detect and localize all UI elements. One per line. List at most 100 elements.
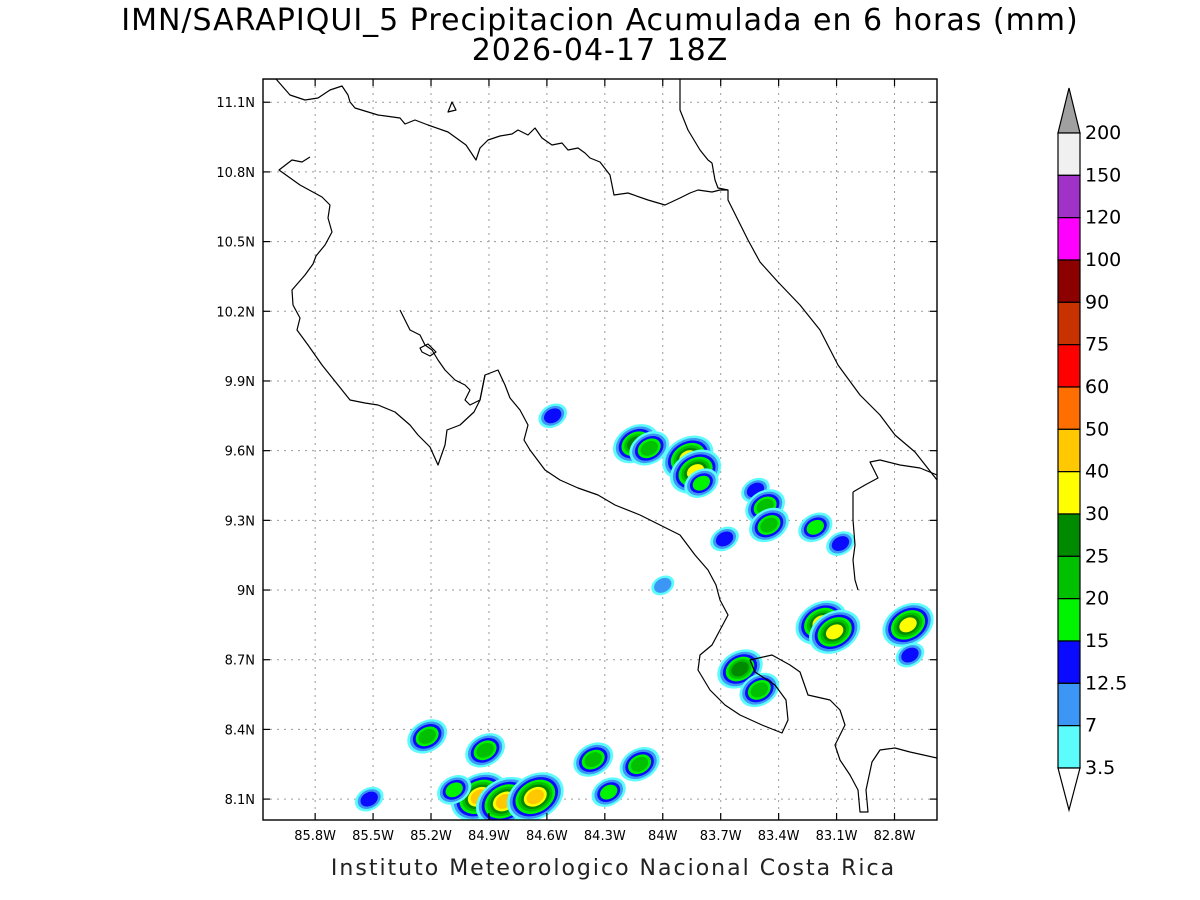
precip-cell — [538, 403, 567, 429]
colorbar-box — [1057, 386, 1081, 430]
map-subtitle: 2026-04-17 18Z — [471, 33, 729, 68]
colorbar: 200 150 120 100 90 75 60 50 40 30 25 20 15 12.5 7 3.5 — [1057, 87, 1127, 813]
colorbar-down-triangle-icon — [1057, 767, 1081, 813]
colorbar-label: 7 — [1085, 715, 1097, 737]
precip-contour-25 — [731, 661, 749, 677]
precip-cell — [826, 531, 855, 556]
precip-contour-15 — [445, 782, 463, 798]
precip-contour-20 — [418, 728, 436, 744]
precip-cell — [684, 468, 719, 498]
colorbar-label: 150 — [1085, 164, 1121, 186]
x-tick-label: 83.1W — [816, 829, 858, 844]
precip-cell — [798, 512, 833, 543]
precip-cell — [809, 609, 861, 654]
precip-cell — [895, 642, 925, 668]
y-tick-label: 9.6N — [225, 445, 255, 460]
y-tick-label: 9N — [237, 584, 255, 599]
caribbean-coast — [711, 162, 937, 481]
precip-contour-20 — [584, 752, 602, 768]
precip-contour-12-5 — [901, 647, 919, 663]
axes: 85.8W 85.5W 85.2W 84.9W 84.6W 84.3W 84W 83.7W 83… — [216, 79, 937, 844]
x-tick-label: 85.5W — [352, 829, 394, 844]
colorbar-box — [1057, 428, 1081, 473]
footer-credit: Instituto Meteorologico Nacional Costa R… — [330, 856, 897, 881]
precip-cell — [749, 507, 789, 543]
precip-contour-12-5 — [360, 791, 378, 807]
colorbar-box — [1057, 725, 1081, 769]
precip-cell — [651, 575, 675, 596]
precip-contour-15 — [600, 784, 618, 800]
colorbar-label: 75 — [1085, 334, 1109, 356]
grid-lines — [263, 79, 937, 820]
precip-cell — [619, 747, 660, 782]
precip-contour-15 — [692, 475, 711, 491]
y-tick-label: 10.8N — [216, 166, 255, 181]
precip-cell — [710, 526, 739, 552]
y-tick-label: 9.9N — [225, 375, 255, 390]
precip-cell — [882, 602, 934, 647]
colorbar-label: 15 — [1085, 630, 1109, 652]
colorbar-label: 25 — [1085, 545, 1109, 567]
precipitation-field — [354, 403, 934, 820]
coastline — [263, 79, 937, 813]
y-tick-label: 10.2N — [216, 305, 255, 320]
x-tick-label: 84.3W — [584, 829, 626, 844]
x-tick-label: 83.7W — [700, 829, 742, 844]
x-tick-label: 85.8W — [294, 829, 336, 844]
x-tick-label: 84.9W — [468, 829, 510, 844]
x-tick-label: 83.4W — [758, 829, 800, 844]
nicoya-island — [419, 343, 437, 357]
precip-cell — [506, 772, 564, 820]
panama-border — [852, 459, 937, 591]
precip-contour-12-5 — [544, 408, 562, 424]
colorbar-box — [1057, 682, 1081, 727]
lake-marker — [447, 101, 457, 113]
colorbar-label: 3.5 — [1085, 757, 1115, 779]
nicoya-gulf-inner — [399, 309, 486, 406]
precip-contour-7 — [654, 577, 672, 593]
pacific-coast-north — [275, 79, 728, 206]
precip-cell — [465, 733, 506, 768]
colorbar-box — [1057, 640, 1081, 684]
map-title: IMN/SARAPIQUI_5 Precipitacion Acumulada … — [121, 3, 1079, 38]
colorbar-label: 40 — [1085, 461, 1109, 483]
colorbar-box — [1057, 513, 1081, 557]
colorbar-box — [1057, 301, 1081, 346]
precip-contour-30 — [825, 624, 844, 640]
colorbar-label: 50 — [1085, 418, 1109, 440]
colorbar-box — [1057, 471, 1081, 515]
precip-contour-20 — [630, 756, 649, 772]
precip-cell — [591, 777, 626, 807]
colorbar-box — [1057, 598, 1081, 642]
precip-contour-20 — [476, 742, 494, 758]
caribbean-coast-north — [679, 79, 713, 164]
colorbar-label: 60 — [1085, 376, 1109, 398]
x-tick-label: 84W — [648, 829, 678, 844]
x-tick-label: 84.6W — [526, 829, 568, 844]
colorbar-label: 120 — [1085, 207, 1121, 229]
colorbar-label: 20 — [1085, 588, 1109, 610]
precip-contour-30 — [899, 617, 917, 633]
y-tick-label: 8.4N — [225, 723, 255, 738]
precip-cell — [354, 786, 384, 812]
plot-frame — [262, 78, 938, 821]
colorbar-label: 30 — [1085, 503, 1109, 525]
precip-contour-20 — [760, 517, 778, 533]
precip-cell — [629, 431, 670, 466]
y-tick-label: 11.1N — [216, 96, 255, 111]
colorbar-box — [1057, 344, 1081, 388]
colorbar-label: 90 — [1085, 291, 1109, 313]
precip-contour-20 — [750, 682, 768, 698]
x-tick-label: 82.8W — [874, 829, 916, 844]
colorbar-box — [1057, 132, 1081, 176]
precip-cell — [573, 742, 614, 777]
precip-contour-15 — [806, 519, 824, 535]
y-tick-label: 8.7N — [225, 654, 255, 669]
precip-cell — [437, 775, 472, 805]
precip-cell — [407, 719, 448, 754]
colorbar-box — [1057, 259, 1081, 303]
colorbar-box — [1057, 555, 1081, 600]
x-tick-label: 85.2W — [410, 829, 452, 844]
colorbar-box — [1057, 217, 1081, 261]
